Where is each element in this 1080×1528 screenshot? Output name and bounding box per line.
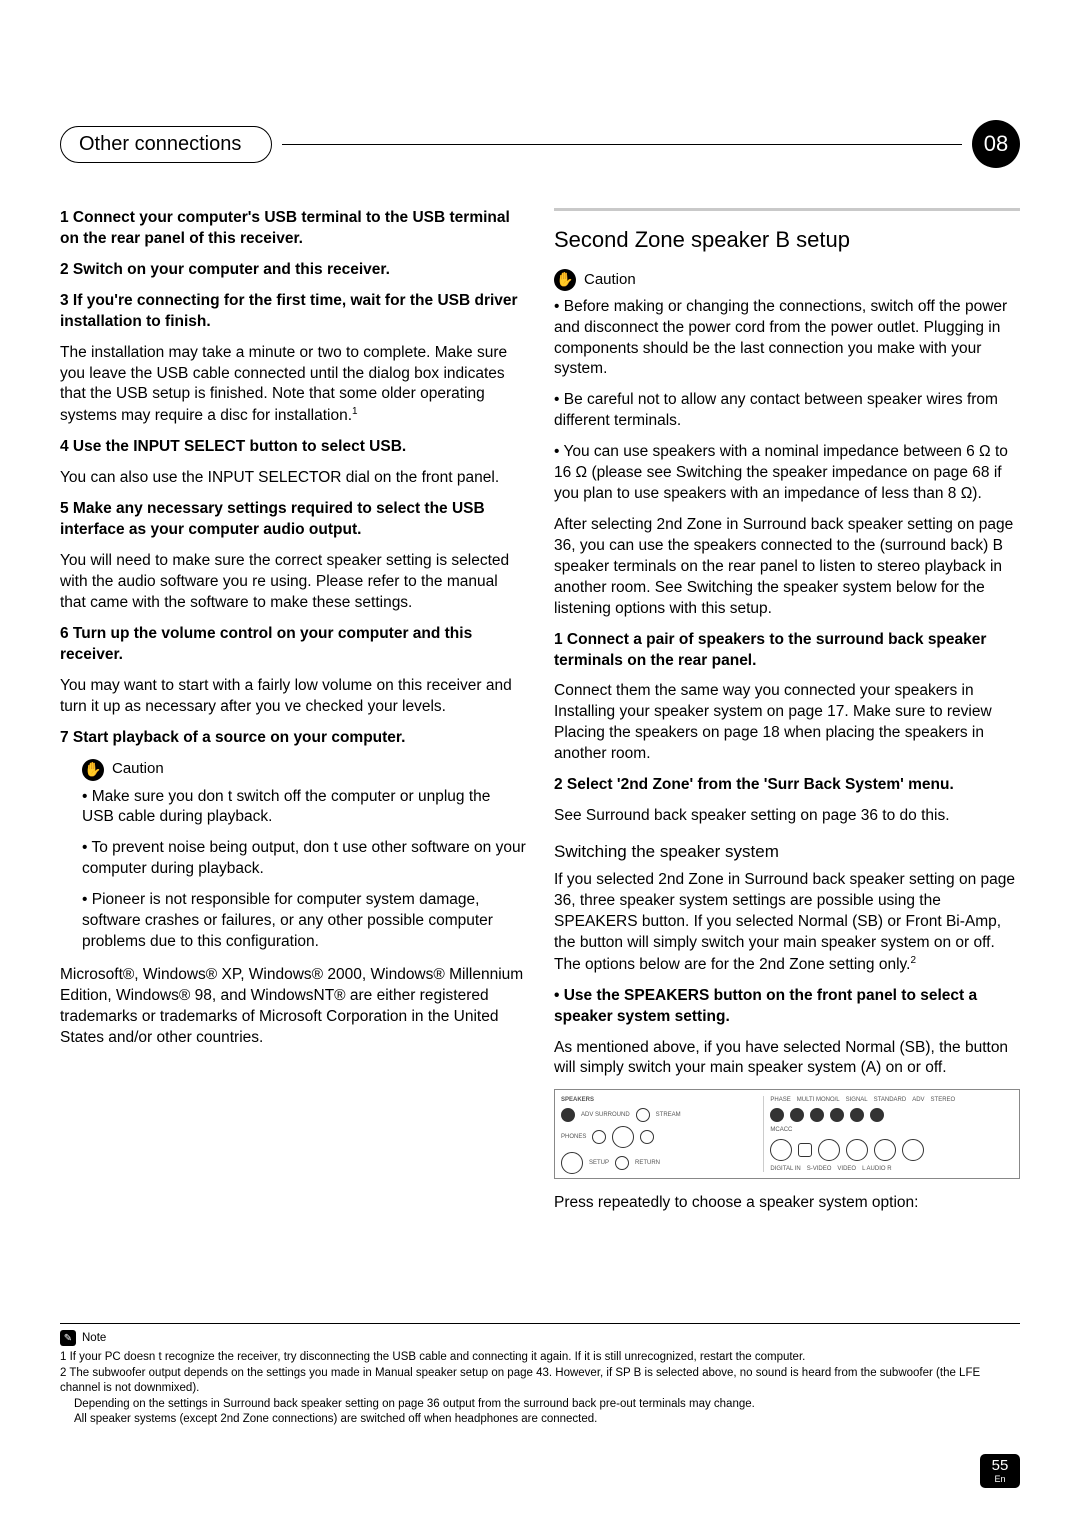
diag-label: S-VIDEO [807,1165,832,1173]
speakers-label: SPEAKERS [561,1096,594,1104]
diag-label: STEREO [931,1096,956,1104]
caution-item: Pioneer is not responsible for computer … [82,890,526,953]
knob-icon [850,1108,864,1122]
page-lang: En [994,1475,1005,1484]
step-6-body: You may want to start with a fairly low … [60,676,526,718]
step-1: 1 Connect your computer's USB terminal t… [60,208,526,250]
step-5-body: You will need to make sure the correct s… [60,551,526,614]
knob-icon [830,1108,844,1122]
header-rule [282,144,962,145]
diag-label: VIDEO [837,1165,856,1173]
chapter-title: Other connections [60,126,272,163]
diag-label: SETUP [589,1159,609,1167]
step-5: 5 Make any necessary settings required t… [60,499,526,541]
step-4-body: You can also use the INPUT SELECTOR dial… [60,468,526,489]
diag-label: RETURN [635,1159,660,1167]
knob-icon [592,1130,606,1144]
footnote-2a: 2 The subwoofer output depends on the se… [60,1366,1020,1397]
knob-icon [810,1108,824,1122]
trademark-notice: Microsoft®, Windows® XP, Windows® 2000, … [60,965,526,1049]
step-6: 6 Turn up the volume control on your com… [60,624,526,666]
step-3-body-text: The installation may take a minute or tw… [60,344,507,425]
diag-label: STREAM [656,1111,681,1119]
diagram-right: PHASE MULTI MONO/L SIGNAL STANDARD ADV S… [770,1096,1013,1172]
footnote-ref-1: 1 [352,406,358,417]
caution-item: To prevent noise being output, don t use… [82,838,526,880]
sub-body-text: If you selected 2nd Zone in Surround bac… [554,871,1015,973]
subsection-title: Switching the speaker system [554,841,1020,864]
diag-label: STANDARD [874,1096,907,1104]
page-number-badge: 55 En [980,1454,1020,1488]
caution-item: Make sure you don t switch off the compu… [82,787,526,829]
diag-label: PHONES [561,1133,586,1141]
diag-label: SIGNAL [846,1096,868,1104]
jack-icon [798,1143,812,1157]
note-icon: ✎ [60,1330,76,1346]
chapter-header: Other connections 08 [60,120,1020,168]
phones-jack-icon [561,1152,583,1174]
caution-icon: ✋ [554,269,576,291]
sub-body: If you selected 2nd Zone in Surround bac… [554,870,1020,976]
jack-icon [902,1139,924,1161]
jack-icon [818,1139,840,1161]
step-1-r-body: Connect them the same way you connected … [554,681,1020,765]
footnotes: ✎ Note 1 If your PC doesn t recognize th… [60,1323,1020,1428]
diag-label: PHASE [770,1096,790,1104]
step-4: 4 Use the INPUT SELECT button to select … [60,437,526,458]
note-heading: ✎ Note [60,1330,1020,1346]
footnote-2b: Depending on the settings in Surround ba… [60,1397,1020,1413]
press-instruction: Press repeatedly to choose a speaker sys… [554,1193,1020,1214]
step-7: 7 Start playback of a source on your com… [60,728,526,749]
chapter-number-badge: 08 [972,120,1020,168]
section-rule [554,208,1020,211]
caution-body-left: Make sure you don t switch off the compu… [82,787,526,953]
knob-icon [640,1130,654,1144]
content-columns: 1 Connect your computer's USB terminal t… [60,208,1020,1224]
diag-label: MULTI MONO/L [797,1096,840,1104]
front-panel-diagram: SPEAKERS ADV SURROUND STREAM PHONES SETU [554,1089,1020,1179]
bullet-step: • Use the SPEAKERS button on the front p… [554,986,1020,1028]
page-number: 55 [992,1458,1009,1473]
footnote-2c: All speaker systems (except 2nd Zone con… [60,1412,1020,1428]
caution-icon: ✋ [82,759,104,781]
footnote-ref-2: 2 [910,955,916,966]
caution-heading-right: ✋ Caution [554,269,1020,291]
diag-label: DIGITAL IN [770,1165,800,1173]
caution-item: You can use speakers with a nominal impe… [554,442,1020,505]
step-2: 2 Switch on your computer and this recei… [60,260,526,281]
caution-heading-left: ✋ Caution [82,759,526,781]
diag-label: L AUDIO R [862,1165,891,1173]
intro-paragraph: After selecting 2nd Zone in Surround bac… [554,515,1020,620]
caution-item: Be careful not to allow any contact betw… [554,390,1020,432]
knob-icon [790,1108,804,1122]
bullet-body: As mentioned above, if you have selected… [554,1038,1020,1080]
diag-label: ADV SURROUND [581,1111,630,1119]
footnote-1: 1 If your PC doesn t recognize the recei… [60,1350,1020,1366]
caution-label: Caution [584,270,636,290]
diagram-left: SPEAKERS ADV SURROUND STREAM PHONES SETU [561,1096,764,1172]
jack-icon [846,1139,868,1161]
step-2-r-body: See Surround back speaker setting on pag… [554,806,1020,827]
step-3-body: The installation may take a minute or tw… [60,343,526,428]
knob-icon [636,1108,650,1122]
caution-label: Caution [112,759,164,779]
knob-icon [770,1108,784,1122]
knob-icon [870,1108,884,1122]
knob-icon [612,1126,634,1148]
diag-label: ADV [912,1096,924,1104]
knob-icon [615,1156,629,1170]
knob-icon [561,1108,575,1122]
step-1-r: 1 Connect a pair of speakers to the surr… [554,630,1020,672]
jack-icon [874,1139,896,1161]
note-label: Note [82,1331,106,1347]
section-title: Second Zone speaker B setup [554,225,1020,255]
caution-body-right: Before making or changing the connection… [554,297,1020,505]
diag-label: MCACC [770,1126,792,1134]
step-2-r: 2 Select '2nd Zone' from the 'Surr Back … [554,775,1020,796]
left-column: 1 Connect your computer's USB terminal t… [60,208,526,1224]
jack-icon [770,1139,792,1161]
caution-item: Before making or changing the connection… [554,297,1020,381]
right-column: Second Zone speaker B setup ✋ Caution Be… [554,208,1020,1224]
step-3: 3 If you're connecting for the first tim… [60,291,526,333]
